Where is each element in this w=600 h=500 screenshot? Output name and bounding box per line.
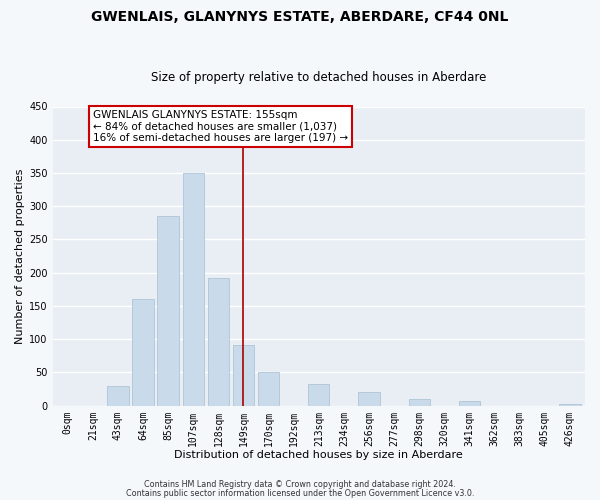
Title: Size of property relative to detached houses in Aberdare: Size of property relative to detached ho… [151,72,487,85]
Bar [182,173,204,406]
Text: Contains public sector information licensed under the Open Government Licence v3: Contains public sector information licen… [126,488,474,498]
Bar [459,401,480,406]
Bar [133,300,154,406]
Bar [358,392,380,406]
Bar [107,386,128,406]
Y-axis label: Number of detached properties: Number of detached properties [15,168,25,344]
Bar [308,384,329,406]
Text: GWENLAIS, GLANYNYS ESTATE, ABERDARE, CF44 0NL: GWENLAIS, GLANYNYS ESTATE, ABERDARE, CF4… [91,10,509,24]
Bar [409,399,430,406]
Text: GWENLAIS GLANYNYS ESTATE: 155sqm
← 84% of detached houses are smaller (1,037)
16: GWENLAIS GLANYNYS ESTATE: 155sqm ← 84% o… [93,110,348,143]
Bar [559,404,581,406]
Bar [157,216,179,406]
Bar [208,278,229,406]
Text: Contains HM Land Registry data © Crown copyright and database right 2024.: Contains HM Land Registry data © Crown c… [144,480,456,489]
X-axis label: Distribution of detached houses by size in Aberdare: Distribution of detached houses by size … [175,450,463,460]
Bar [258,372,279,406]
Bar [233,344,254,406]
